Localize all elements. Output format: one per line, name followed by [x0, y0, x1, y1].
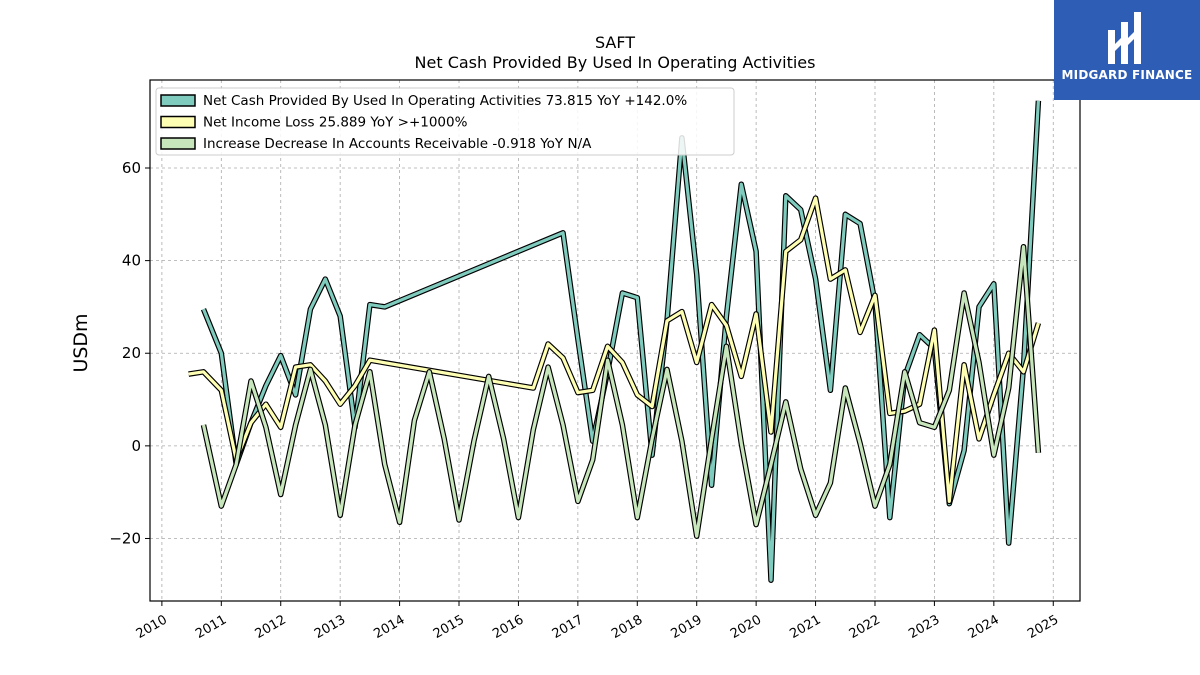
plot-frame — [149, 79, 1081, 602]
logo-mark-icon — [1108, 12, 1141, 64]
legend-swatch-2 — [160, 137, 196, 150]
x-tick-label: 2020 — [728, 612, 764, 642]
x-tick-label: 2010 — [134, 612, 170, 642]
x-tick-label: 2024 — [966, 612, 1002, 642]
series-line-1 — [188, 196, 1040, 503]
y-tick-label: 60 — [122, 159, 141, 177]
x-tick-label: 2025 — [1025, 612, 1061, 642]
legend-label-2: Increase Decrease In Accounts Receivable… — [203, 136, 592, 152]
legend-swatch-0 — [160, 94, 196, 107]
x-tick-label: 2019 — [669, 612, 705, 642]
x-tick-label: 2016 — [490, 612, 526, 642]
x-tick-label: 2015 — [431, 612, 467, 642]
y-tick-label: 20 — [122, 344, 141, 362]
x-tick-label: 2021 — [787, 612, 823, 642]
x-tick-label: 2022 — [847, 612, 883, 642]
y-tick-label: 40 — [122, 252, 141, 270]
legend-swatch-1 — [160, 115, 196, 129]
series-layer — [188, 100, 1042, 583]
y-tick-label: 0 — [131, 437, 141, 455]
series-line-2 — [201, 245, 1040, 538]
x-tick-label: 2013 — [312, 612, 348, 642]
midgard-finance-logo: MIDGARD FINANCE — [1054, 0, 1200, 100]
series-outline-1 — [188, 195, 1042, 505]
legend-label-1: Net Income Loss 25.889 YoY >+1000% — [203, 115, 468, 131]
y-axis: −20 0 20 40 60 — [109, 159, 150, 547]
x-tick-label: 2017 — [550, 612, 586, 642]
logo-text: MIDGARD FINANCE — [1061, 68, 1193, 82]
chart-subtitle: Net Cash Provided By Used In Operating A… — [415, 53, 816, 72]
x-axis: 2010 2011 2012 2013 2014 2015 2016 2017 2018 2019… — [134, 601, 1061, 642]
series-outline-0 — [200, 100, 1042, 583]
y-axis-label: USDm — [70, 313, 92, 372]
x-tick-label: 2023 — [906, 612, 942, 642]
y-tick-label: −20 — [109, 529, 141, 547]
series-line-0 — [202, 100, 1040, 582]
chart-title: SAFT — [595, 33, 635, 52]
legend: Net Cash Provided By Used In Operating A… — [155, 87, 735, 156]
legend-label-0: Net Cash Provided By Used In Operating A… — [203, 93, 687, 109]
x-tick-label: 2011 — [193, 612, 229, 642]
x-tick-label: 2018 — [609, 612, 645, 642]
legend-box — [155, 87, 735, 156]
x-tick-label: 2014 — [371, 612, 407, 642]
x-tick-label: 2012 — [253, 612, 289, 642]
